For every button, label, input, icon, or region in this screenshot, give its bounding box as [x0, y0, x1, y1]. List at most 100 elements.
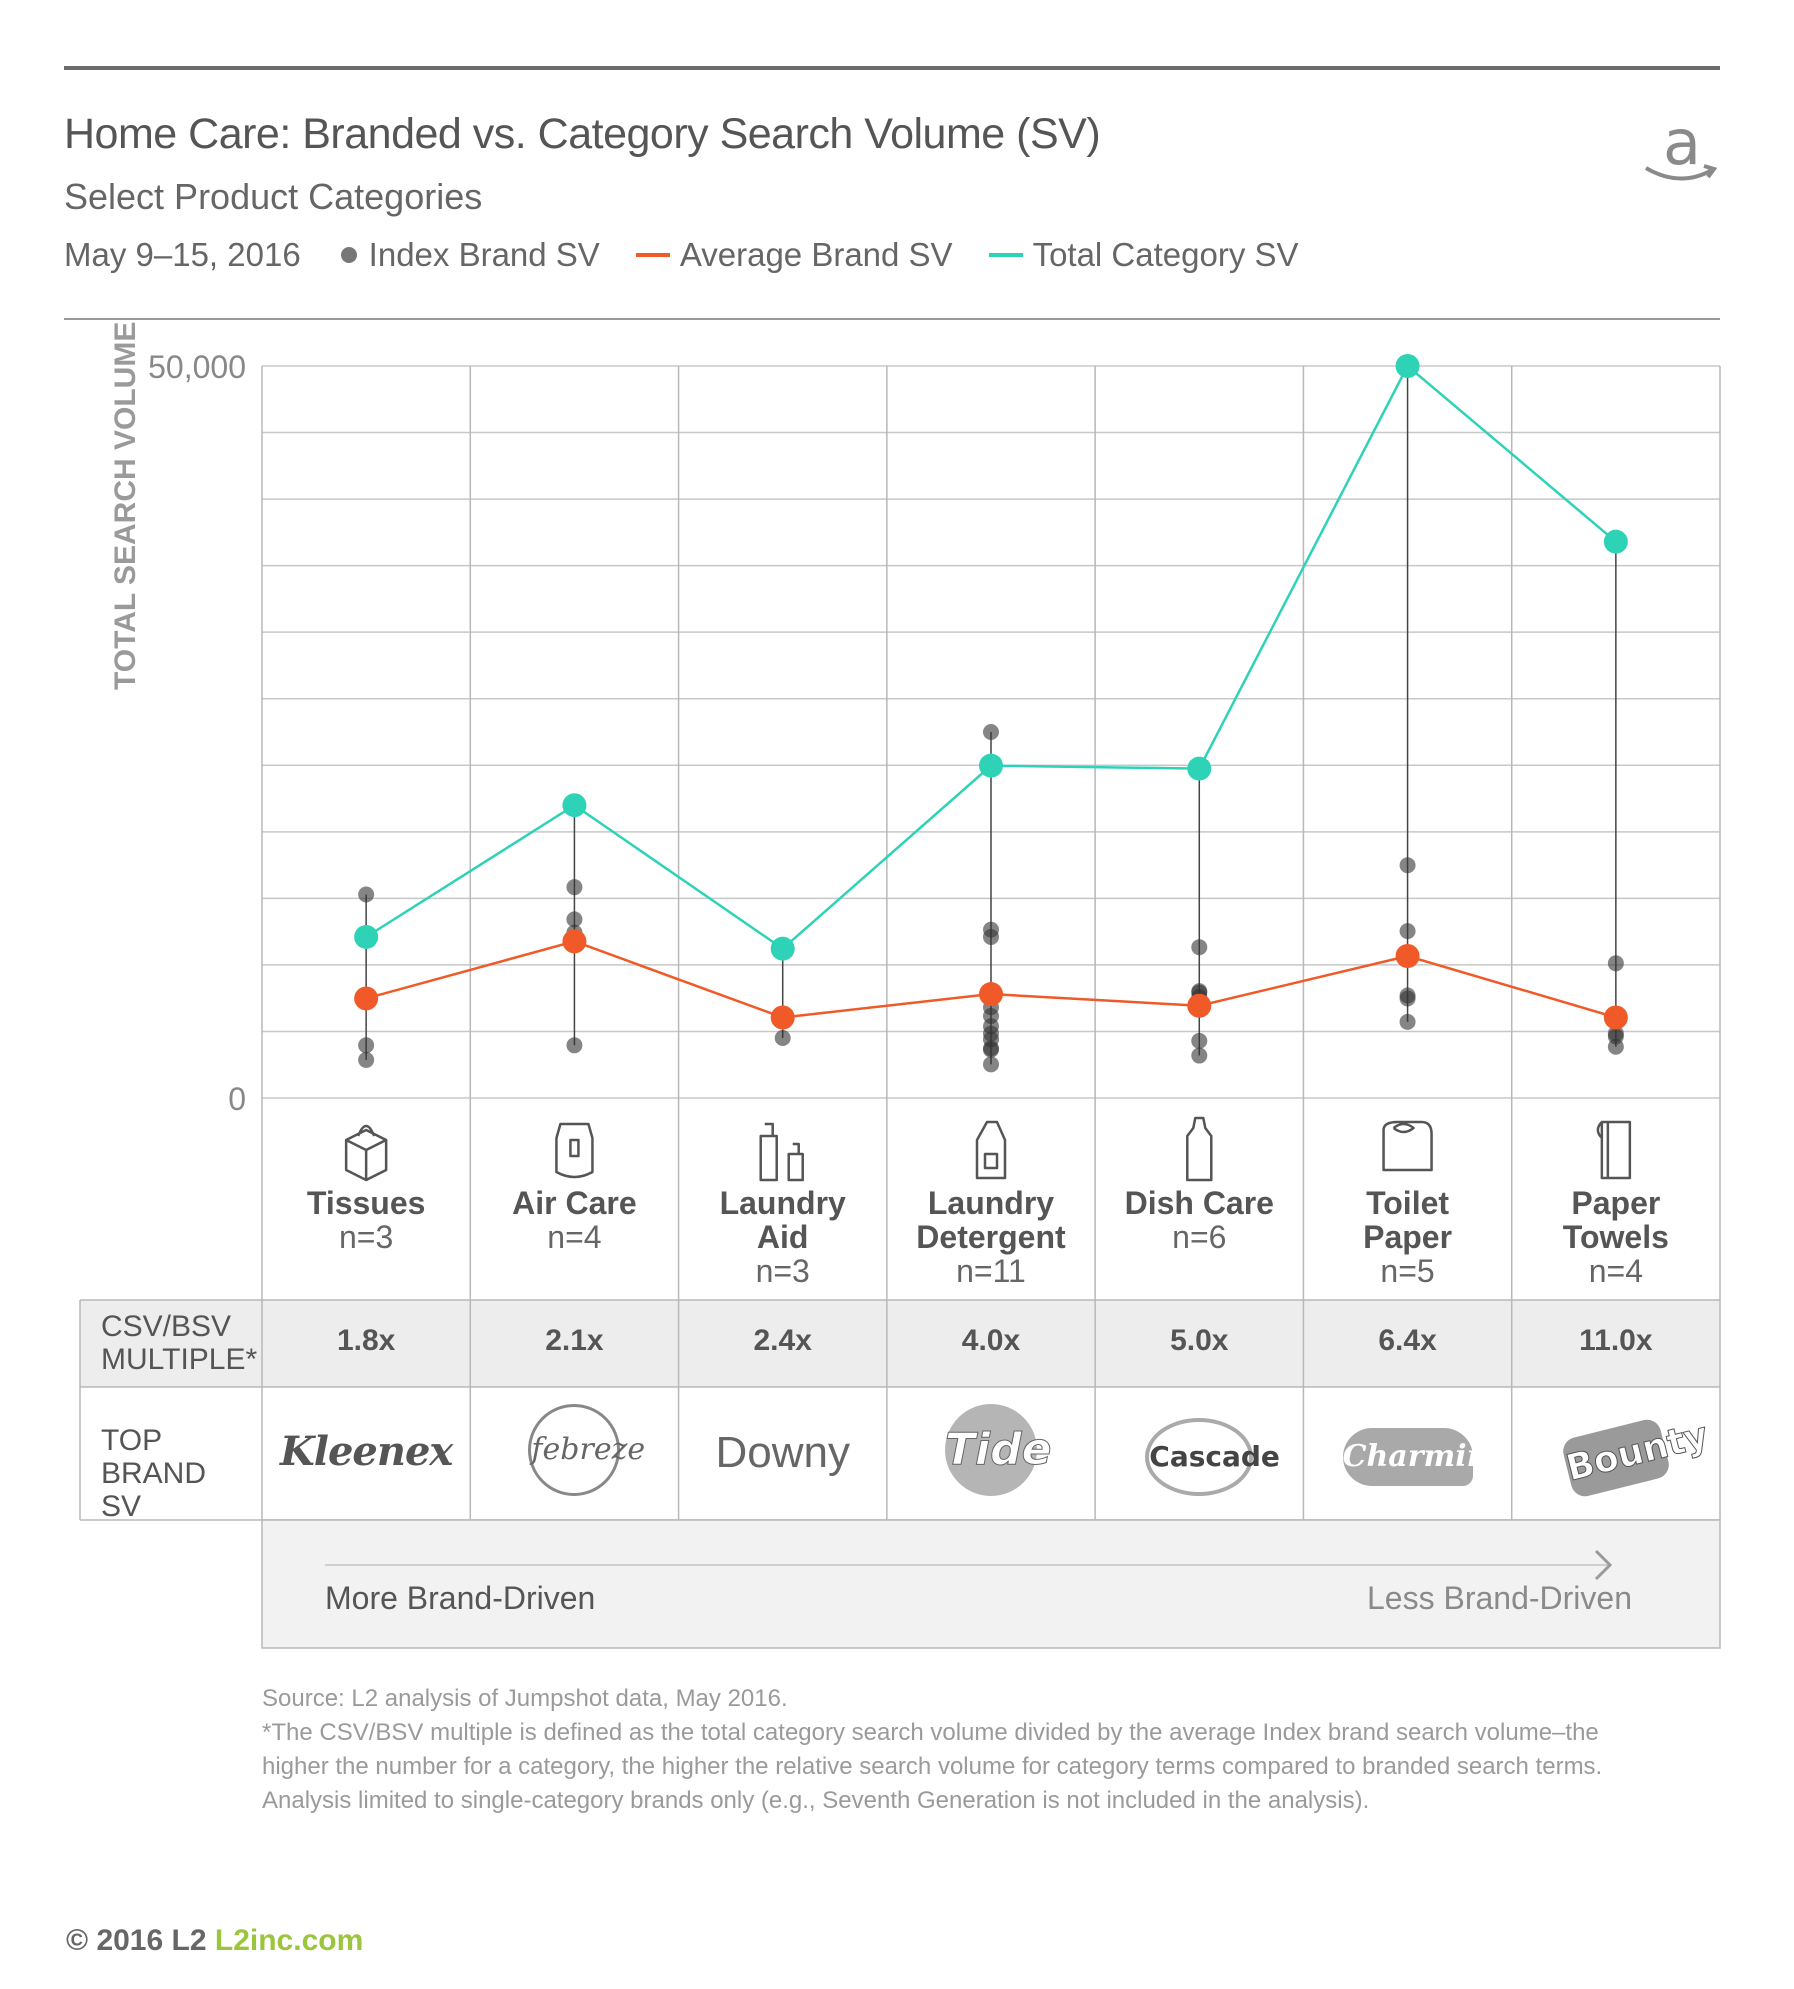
index-brand-point [1399, 990, 1416, 1007]
brand-name: Bounty [1560, 1414, 1712, 1500]
category-n: n=5 [1380, 1253, 1435, 1289]
brand-name: Charmin [1342, 1428, 1488, 1486]
legend-line-icon [988, 253, 1023, 257]
amazon-smile-icon [1644, 164, 1718, 181]
average-brand-point [1395, 943, 1420, 968]
legend-item-average-brand: Average Brand SV [635, 236, 953, 274]
brand-name: Kleenex [280, 1428, 453, 1475]
total-category-markers [354, 354, 1628, 961]
air-freshener-icon [555, 1122, 594, 1179]
average-brand-point [770, 1005, 795, 1030]
total-category-point [1187, 756, 1212, 781]
multiple-value: 4.0x [961, 1324, 1021, 1357]
air-freshener-icon-shape [555, 1122, 594, 1179]
toilet-paper-icon [1382, 1120, 1433, 1172]
multiple-value: 11.0x [1579, 1324, 1653, 1357]
category-n: n=4 [547, 1219, 602, 1255]
detergent-jug-icon [975, 1120, 1007, 1180]
category-name: Laundry Detergent [916, 1185, 1066, 1255]
total-category-point [979, 753, 1003, 778]
category-name: Toilet Paper [1363, 1185, 1453, 1255]
date-range: May 9–15, 2016 [64, 236, 301, 273]
multiple-value: 5.0x [1170, 1324, 1229, 1357]
index-brand-dots [358, 724, 1624, 1073]
y-axis-label: TOTAL SEARCH VOLUME [109, 322, 142, 690]
index-brand-point [983, 1041, 999, 1058]
amazon-logo: a [1642, 112, 1722, 192]
category-name: Paper Towels [1562, 1185, 1669, 1255]
top-rule [64, 66, 1720, 70]
index-brand-point [1191, 939, 1208, 956]
index-brand-point [1399, 1013, 1416, 1030]
legend: May 9–15, 2016 Index Brand SV Average Br… [64, 236, 1335, 274]
index-brand-point [983, 1056, 999, 1073]
index-brand-point [1399, 857, 1416, 874]
dish-soap-bottle-icon-shape [1186, 1116, 1213, 1182]
category-icons [344, 1116, 1632, 1182]
total-category-point [1395, 354, 1420, 378]
category-label-laundry-aid: Laundry Aid n=3 [679, 1186, 887, 1288]
csv-bsv-multiple-label: CSV/BSV MULTIPLE* [101, 1310, 258, 1376]
brand-name: Downy [715, 1428, 850, 1477]
index-brand-point [1607, 1038, 1624, 1055]
amazon-logo-letter: a [1663, 106, 1701, 179]
average-brand-point [354, 986, 379, 1011]
brand-logo-downy: Downy [679, 1428, 887, 1478]
average-brand-point [979, 982, 1003, 1007]
multiple-definition-note: *The CSV/BSV multiple is defined as the … [262, 1719, 1603, 1814]
category-name: Dish Care [1124, 1185, 1274, 1221]
average-brand-point [562, 929, 587, 954]
tissue-box-icon [344, 1124, 388, 1182]
category-label-paper-towels: Paper Towels n=4 [1512, 1186, 1720, 1288]
category-n: n=4 [1588, 1253, 1643, 1289]
category-n: n=6 [1172, 1219, 1227, 1255]
index-brand-point [1607, 955, 1624, 972]
brand-name: Tide [944, 1404, 1052, 1496]
brand-name: febreze [528, 1404, 645, 1496]
paper-towel-icon [1596, 1120, 1632, 1180]
average-brand-point [1187, 993, 1212, 1018]
multiple-row-bg [80, 1300, 1720, 1387]
total-category-point [562, 793, 587, 818]
legend-dot-icon [340, 247, 357, 263]
legend-item-index-brand: Index Brand SV [340, 236, 600, 274]
brand-logo-febreze: febreze [470, 1404, 678, 1496]
index-brand-point [983, 724, 999, 740]
legend-item-total-category: Total Category SV [988, 236, 1299, 274]
header-rule [64, 318, 1720, 320]
more-brand-driven-label: More Brand-Driven [325, 1580, 596, 1616]
copyright-text: © 2016 L2 [66, 1924, 207, 1957]
brand-logo-kleenex: Kleenex [262, 1428, 470, 1475]
average-brand-point [1603, 1005, 1628, 1030]
tissue-box-icon-shape [344, 1124, 388, 1182]
total-category-point [354, 924, 379, 949]
total-category-point [770, 936, 795, 961]
source-note: Source: L2 analysis of Jumpshot data, Ma… [262, 1685, 788, 1712]
site-link[interactable]: L2inc.com [214, 1924, 364, 1957]
index-brand-point [1191, 1047, 1208, 1064]
category-label-air-care: Air Care n=4 [470, 1186, 678, 1254]
category-n: n=11 [956, 1253, 1026, 1289]
copyright: © 2016 L2 L2inc.com [66, 1924, 363, 1958]
category-vertical-lines [365, 366, 1617, 1065]
paper-towel-icon-shape [1596, 1120, 1632, 1180]
laundry-aid-bottles-icon [759, 1122, 804, 1182]
index-brand-point [358, 886, 375, 903]
dish-soap-bottle-icon [1186, 1116, 1213, 1182]
index-brand-point [358, 1037, 375, 1054]
y-tick-zero: 0 [228, 1081, 246, 1117]
category-label-laundry-detergent: Laundry Detergent n=11 [887, 1186, 1095, 1288]
legend-line-icon [635, 253, 670, 257]
index-brand-point [566, 1037, 583, 1054]
category-label-tissues: Tissues n=3 [262, 1186, 470, 1254]
brand-logo-tide: Tide [887, 1404, 1095, 1496]
brand-name: Cascade [1145, 1418, 1280, 1496]
index-brand-point [1399, 923, 1416, 940]
scale-arrow-head-icon [1594, 1549, 1613, 1581]
index-brand-point [358, 1051, 375, 1068]
table-lines [79, 366, 1721, 1649]
top-brand-label: TOP BRAND SV [101, 1424, 207, 1523]
brand-logo-cascade: Cascade [1095, 1418, 1303, 1496]
index-brand-point [983, 928, 999, 945]
brand-logo-charmin: Charmin [1303, 1428, 1511, 1486]
